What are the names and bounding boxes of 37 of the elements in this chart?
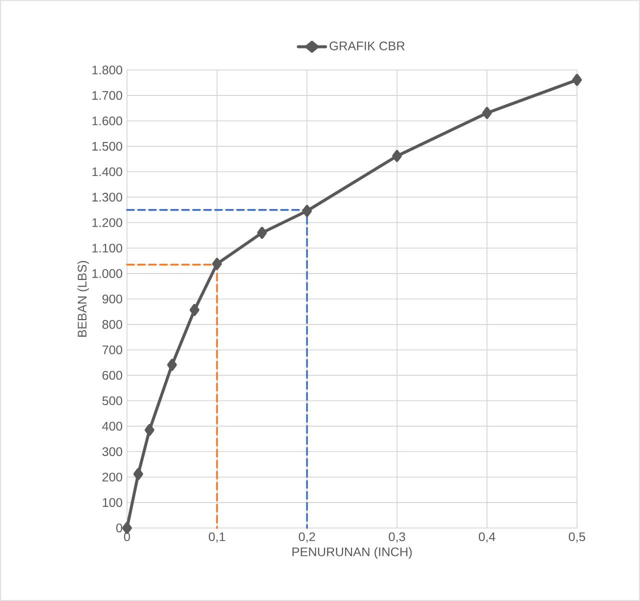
point xyxy=(144,424,154,436)
x-tick-label: 0,5 xyxy=(568,532,586,543)
y-tick-label: 1.400 xyxy=(92,167,122,176)
y-tick-label: 1.700 xyxy=(92,91,122,100)
point xyxy=(167,358,177,371)
x-tick-label: 0,2 xyxy=(298,532,316,543)
legend-label: GRAFIK CBR xyxy=(330,42,405,50)
y-tick-label: 800 xyxy=(102,320,122,329)
y-tick-label: 200 xyxy=(102,472,122,482)
point xyxy=(133,468,144,480)
y-tick-label: 300 xyxy=(102,447,122,456)
y-tick-label: 0 xyxy=(116,524,122,532)
y-tick-label: 1.500 xyxy=(92,142,122,151)
y-tick-label: 1.800 xyxy=(92,66,122,74)
y-tick-label: 400 xyxy=(102,422,122,431)
point xyxy=(392,150,402,162)
y-tick-label: 1.600 xyxy=(92,116,122,126)
point xyxy=(190,304,200,316)
y-tick-label: 100 xyxy=(102,498,122,507)
point xyxy=(572,74,582,86)
y-axis-title: BEBAN (LBS) xyxy=(77,261,89,337)
x-tick-label: 0,4 xyxy=(478,532,496,543)
y-tick-label: 500 xyxy=(102,396,122,406)
y-tick-label: 700 xyxy=(102,345,122,354)
x-axis-title: PENURUNAN (INCH) xyxy=(292,547,412,559)
point xyxy=(212,258,222,270)
point xyxy=(302,204,312,217)
y-tick-label: 900 xyxy=(102,294,122,304)
point xyxy=(482,106,492,119)
y-tick-label: 1.000 xyxy=(92,269,122,278)
x-tick-label: 0,1 xyxy=(208,532,226,543)
x-tick-label: 0,3 xyxy=(388,532,406,543)
point xyxy=(257,226,267,239)
y-tick-label: 1.200 xyxy=(92,218,122,228)
y-tick-label: 600 xyxy=(102,370,122,380)
y-tick-label: 1.300 xyxy=(92,192,122,202)
y-tick-label: 1.100 xyxy=(92,244,122,253)
